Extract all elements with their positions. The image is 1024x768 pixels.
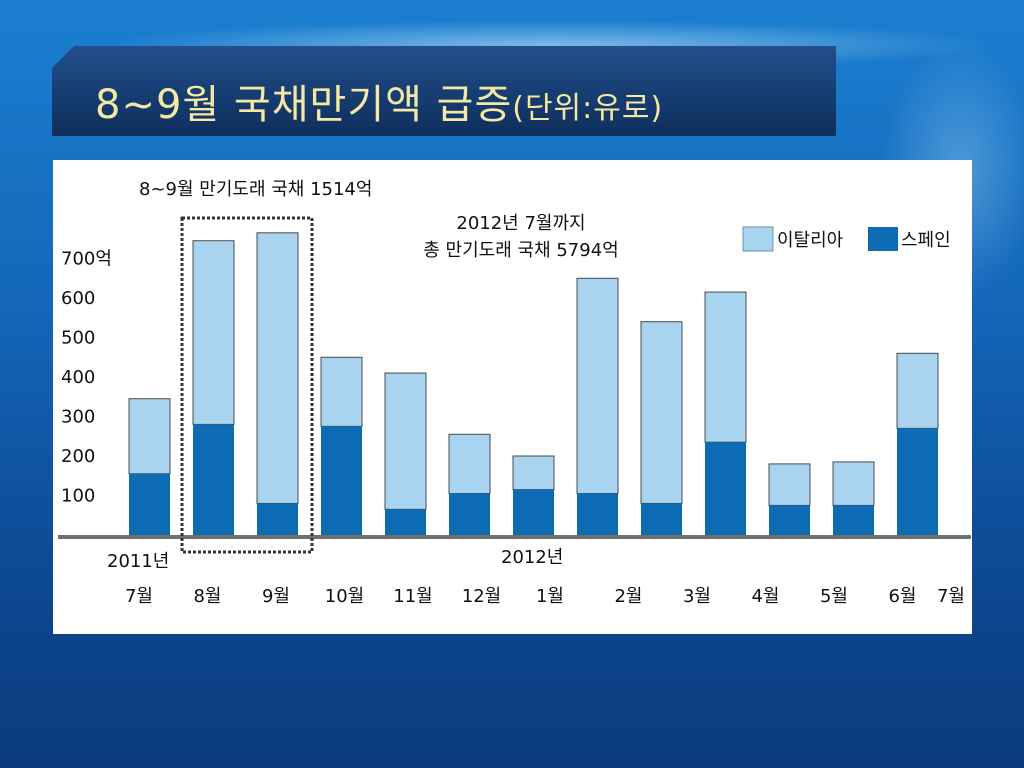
- bar-spain: [129, 473, 170, 535]
- bar-spain: [577, 493, 618, 535]
- box-label: 8~9월 만기도래 국채 1514억: [139, 179, 372, 200]
- bar-spain: [385, 509, 426, 535]
- total-label-line2: 총 만기도래 국채 5794억: [423, 240, 618, 261]
- y-tick-label: 600: [61, 288, 95, 309]
- bar-italy: [896, 352, 939, 429]
- bar-spain: [641, 503, 682, 535]
- y-tick-label: 400: [61, 367, 95, 388]
- y-tick-label: 100: [61, 486, 95, 507]
- bar-italy: [512, 455, 555, 491]
- bar-spain: [513, 489, 554, 535]
- year-2012-label: 2012년: [501, 547, 563, 568]
- x-tick-label: 4월: [751, 586, 779, 607]
- bar-spain: [705, 442, 746, 535]
- slide-title-unit: (단위:유로): [512, 91, 664, 126]
- legend-label-spain: 스페인: [901, 230, 951, 251]
- x-tick-label: 11월: [393, 586, 432, 607]
- chart-panel: 100 200 300 400 500 600 700억 7월 8월 9월 10월 11월 12월 1월…: [53, 160, 972, 634]
- bar-italy: [640, 321, 683, 504]
- legend: 이탈리아 스페인: [742, 226, 951, 252]
- y-tick-label: 700억: [61, 249, 112, 270]
- y-tick-label: 200: [61, 446, 95, 467]
- x-tick-label: 10월: [325, 586, 364, 607]
- y-tick-label: 300: [61, 407, 95, 428]
- x-tick-label: 5월: [820, 586, 848, 607]
- x-tick-label: 2월: [614, 586, 642, 607]
- legend-swatch-spain: [868, 227, 898, 251]
- legend-swatch-italy: [742, 226, 774, 252]
- bar-italy: [320, 356, 363, 427]
- bar-italy: [704, 291, 747, 443]
- bar-italy: [192, 240, 235, 425]
- total-label-line1: 2012년 7월까지: [456, 213, 585, 234]
- bar-italy: [576, 277, 619, 495]
- x-tick-label: 7월: [125, 586, 153, 607]
- bar-italy: [128, 398, 171, 475]
- y-tick-label: 500: [61, 328, 95, 349]
- x-tick-label: 6월: [888, 586, 916, 607]
- slide-title-main: 8~9월 국채만기액 급증: [95, 82, 513, 128]
- bar-spain: [193, 424, 234, 535]
- bar-italy: [384, 372, 427, 510]
- x-labels-layer: 7월 8월 9월 10월 11월 12월 1월 2월 3월 4월 5월 6월 7월: [125, 586, 965, 607]
- year-2011-label: 2011년: [107, 551, 169, 572]
- legend-label-italy: 이탈리아: [777, 230, 844, 251]
- bars-layer: [128, 232, 939, 535]
- x-tick-label: 9월: [262, 586, 290, 607]
- bar-spain: [897, 428, 938, 535]
- x-tick-label: 12월: [462, 586, 501, 607]
- x-tick-label: 7월: [937, 586, 965, 607]
- slide-title: 8~9월 국채만기액 급증(단위:유로): [95, 72, 663, 130]
- bar-spain: [769, 505, 810, 535]
- highlight-box: [180, 216, 314, 554]
- bar-italy: [832, 461, 875, 506]
- title-banner: [52, 46, 836, 136]
- bar-italy: [256, 232, 299, 504]
- bar-spain: [257, 503, 298, 535]
- bar-italy: [448, 433, 491, 495]
- bar-italy: [768, 463, 811, 506]
- bar-spain: [321, 426, 362, 535]
- y-ticks-layer: 100 200 300 400 500 600 700억: [61, 249, 112, 507]
- bar-spain: [449, 493, 490, 535]
- x-tick-label: 8월: [193, 586, 221, 607]
- bar-chart: 100 200 300 400 500 600 700억 7월 8월 9월 10월 11월 12월 1월…: [58, 179, 971, 607]
- x-tick-label: 3월: [683, 586, 711, 607]
- bar-spain: [833, 505, 874, 535]
- x-tick-label: 1월: [536, 586, 564, 607]
